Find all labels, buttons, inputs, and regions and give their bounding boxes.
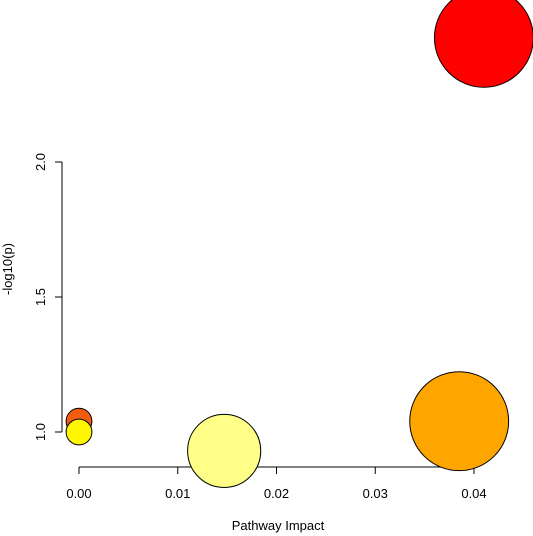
data-point [409, 371, 510, 472]
x-tick-label: 0.03 [363, 486, 388, 501]
data-point [187, 413, 262, 488]
x-tick-label: 0.00 [66, 486, 91, 501]
x-axis-title: Pathway Impact [232, 518, 325, 533]
data-points [65, 0, 533, 488]
y-axis: 1.0 1.5 2.0 [33, 153, 63, 441]
data-point [65, 418, 93, 446]
y-tick-label: 2.0 [33, 153, 48, 171]
data-point [433, 0, 533, 88]
x-tick-label: 0.01 [165, 486, 190, 501]
x-tick-label: 0.02 [264, 486, 289, 501]
y-axis-title: -log10(p) [0, 243, 15, 295]
x-axis: 0.00 0.01 0.02 0.03 0.04 [66, 466, 487, 501]
y-tick-label: 1.5 [33, 288, 48, 306]
y-tick-label: 1.0 [33, 423, 48, 441]
x-tick-label: 0.04 [461, 486, 486, 501]
